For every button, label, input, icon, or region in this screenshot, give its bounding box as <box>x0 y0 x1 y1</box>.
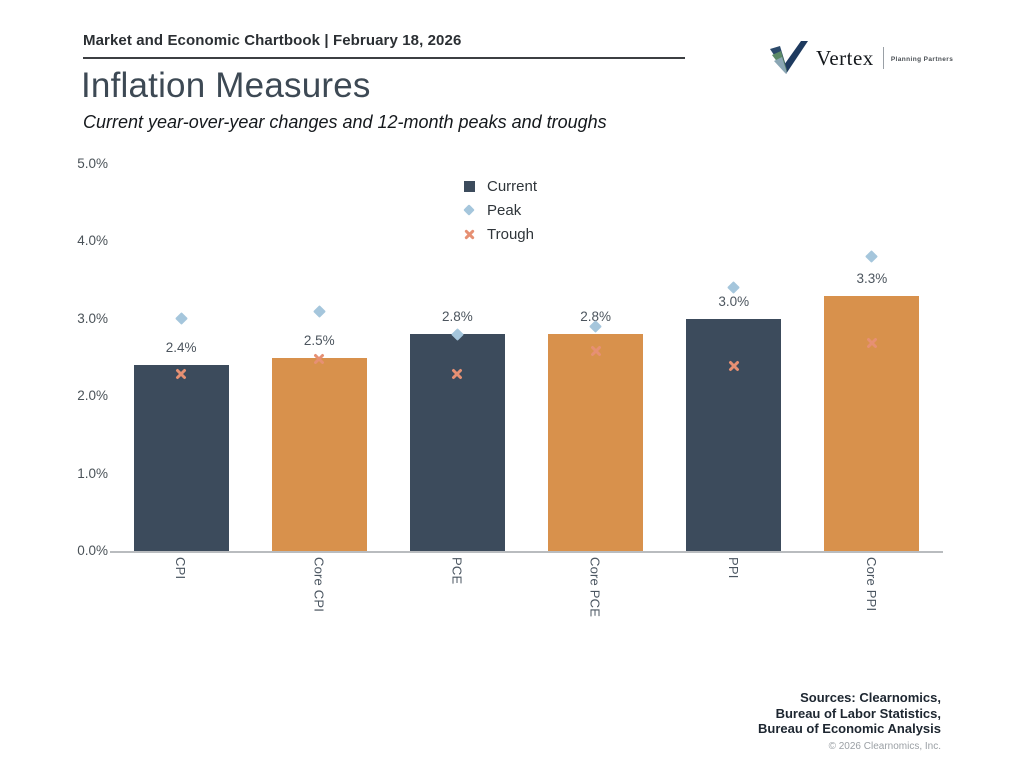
legend-label: Trough <box>487 225 534 243</box>
bar-ppi <box>686 318 782 551</box>
bar-cpi <box>133 365 229 551</box>
legend-item-peak: Peak <box>463 198 537 222</box>
vertex-logo-icon <box>770 41 808 74</box>
bar-core-ppi <box>824 295 920 551</box>
legend-label: Current <box>487 177 538 195</box>
bar-core-cpi <box>271 357 367 551</box>
x-axis-label: Core PCE <box>587 557 603 618</box>
report-title: Market and Economic Chartbook | February… <box>83 32 462 49</box>
trough-marker <box>590 344 602 356</box>
bar-pce <box>409 334 505 551</box>
x-axis-label: CPI <box>173 557 189 580</box>
bar-value-label: 3.0% <box>718 293 750 309</box>
bar-value-label: 3.3% <box>856 270 888 286</box>
y-axis-tick-label: 3.0% <box>77 310 108 326</box>
y-axis-tick-label: 2.0% <box>77 388 108 404</box>
x-axis-label: Core PPI <box>863 557 879 612</box>
page-title: Inflation Measures <box>81 66 371 105</box>
legend-peak-marker-icon <box>463 204 480 216</box>
y-axis-tick-label: 0.0% <box>77 543 108 558</box>
logo-divider <box>882 47 884 69</box>
source-line: Sources: Clearnomics, <box>800 690 941 705</box>
header-rule <box>83 57 685 59</box>
trough-marker <box>866 336 878 349</box>
logo-wordmark: Vertex <box>816 45 874 70</box>
x-axis-label: PPI <box>725 557 741 579</box>
legend-trough-marker-icon <box>464 229 480 240</box>
trough-marker <box>451 367 463 379</box>
x-axis-label: Core CPI <box>311 557 327 613</box>
bar-value-label: 2.8% <box>580 309 611 325</box>
chart-legend: Current Peak Trough <box>463 174 537 246</box>
vertex-logo: Vertex Planning Partners <box>770 40 953 76</box>
peak-marker <box>312 304 326 318</box>
y-axis-tick-label: 4.0% <box>77 233 108 249</box>
bar-value-label: 2.5% <box>303 332 335 348</box>
source-line: Bureau of Economic Analysis <box>757 721 941 736</box>
trough-marker <box>175 367 187 379</box>
trough-marker <box>728 359 740 372</box>
bar-core-pce <box>548 334 644 551</box>
x-axis-line <box>110 551 943 553</box>
trough-marker <box>313 352 325 364</box>
copyright-text: © 2026 Clearnomics, Inc. <box>828 740 941 752</box>
logo-tagline: Planning Partners <box>890 55 954 63</box>
bar-value-label: 2.4% <box>165 340 197 356</box>
legend-item-trough: Trough <box>464 222 537 246</box>
peak-marker <box>174 312 188 326</box>
sources-block: Sources: Clearnomics, Bureau of Labor St… <box>541 690 941 752</box>
legend-label: Peak <box>487 201 522 219</box>
x-axis-label: PCE <box>449 557 465 585</box>
y-axis-tick-label: 1.0% <box>77 465 108 481</box>
bar-value-label: 2.8% <box>442 309 473 325</box>
legend-current-marker-icon <box>464 180 480 192</box>
y-axis-tick-label: 5.0% <box>77 156 108 171</box>
peak-marker <box>865 250 879 264</box>
legend-item-current: Current <box>464 174 537 198</box>
page-subtitle: Current year-over-year changes and 12-mo… <box>83 112 607 132</box>
source-line: Bureau of Labor Statistics, <box>775 705 941 721</box>
